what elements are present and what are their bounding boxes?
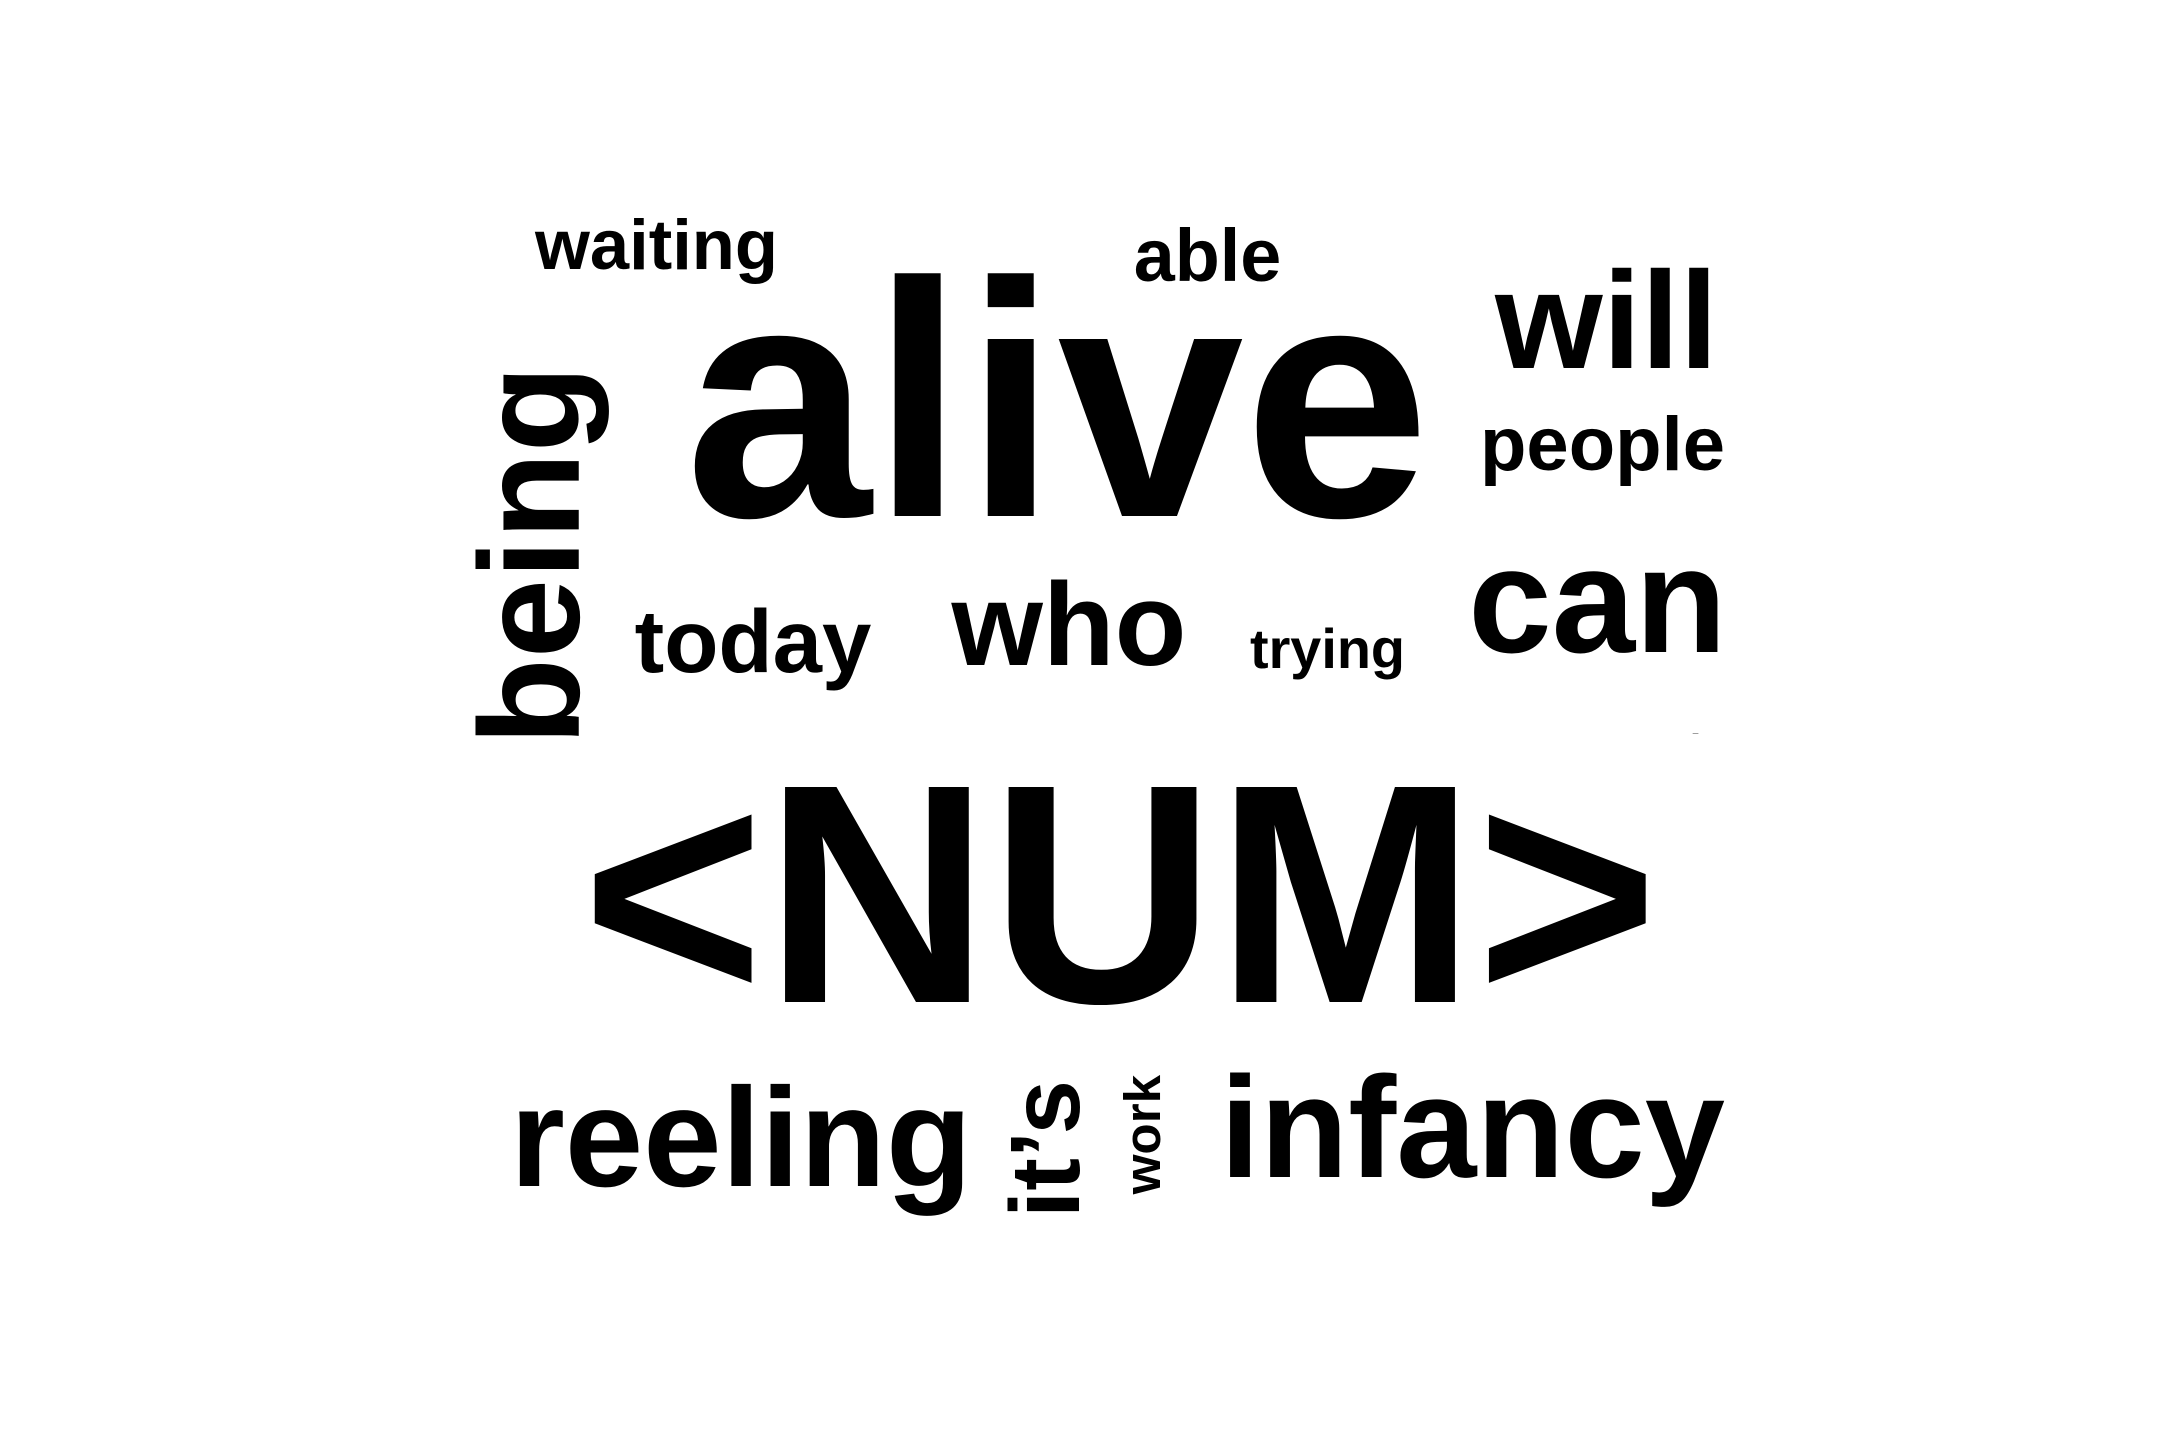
- word-will: will: [1495, 244, 1718, 399]
- word-reeling: reeling: [510, 1058, 972, 1217]
- word-today: today: [634, 592, 872, 692]
- word-work: work: [1113, 1075, 1171, 1195]
- word-waiting: waiting: [535, 204, 778, 284]
- word-can: can: [1468, 516, 1727, 684]
- word-able: able: [1133, 213, 1282, 297]
- word-alive: alive: [685, 212, 1430, 587]
- word-trying: trying: [1250, 616, 1405, 680]
- word-underscore: _: [1692, 724, 1699, 735]
- word-being: being: [450, 365, 610, 745]
- word-people: people: [1480, 401, 1725, 487]
- word-infancy: infancy: [1220, 1046, 1725, 1209]
- word-who: who: [951, 559, 1187, 691]
- word-its: it’s: [989, 1080, 1100, 1218]
- word-num: <NUM>: [581, 719, 1659, 1069]
